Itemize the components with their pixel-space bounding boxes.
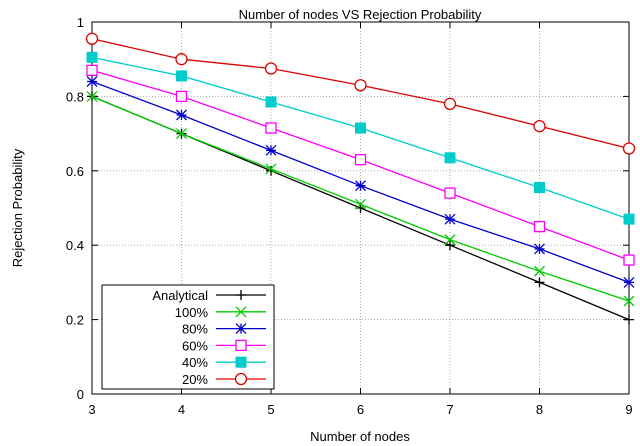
series-60- [86, 64, 635, 266]
legend-marker [235, 339, 247, 352]
series-20- [85, 32, 636, 155]
data-point [86, 51, 98, 63]
legend-label: Analytical [152, 288, 208, 303]
data-point [265, 96, 277, 108]
legend-marker [235, 306, 247, 318]
x-tick-label: 9 [625, 402, 632, 417]
data-point [444, 187, 456, 199]
data-point [623, 213, 635, 225]
data-point [444, 213, 456, 225]
data-point [176, 128, 187, 140]
series-layer [85, 32, 636, 325]
y-tick-label: 0.4 [66, 238, 84, 253]
series-80- [86, 76, 635, 288]
legend-label: 20% [182, 372, 208, 387]
data-point [175, 90, 188, 103]
data-point [533, 220, 546, 233]
x-tick-label: 4 [178, 402, 185, 417]
chart-title: Number of nodes VS Rejection Probability [239, 7, 482, 22]
data-point [265, 122, 277, 134]
data-point [355, 198, 366, 210]
data-point [534, 182, 545, 194]
data-point [623, 276, 635, 288]
data-point [354, 153, 367, 166]
data-point [533, 120, 546, 133]
data-point [265, 163, 277, 175]
legend-marker [236, 290, 246, 300]
data-point [534, 243, 545, 255]
data-point [175, 53, 188, 66]
x-tick-label: 6 [357, 402, 364, 417]
data-point [624, 314, 634, 325]
data-point [176, 70, 187, 82]
y-tick-label: 0.2 [66, 313, 84, 328]
data-point [623, 295, 635, 307]
y-tick-label: 0.8 [66, 89, 84, 104]
legend-marker [235, 323, 247, 335]
data-point [443, 97, 457, 110]
x-tick-label: 7 [446, 402, 453, 417]
data-point [86, 90, 98, 102]
data-point [265, 144, 277, 156]
y-tick-label: 0 [77, 387, 84, 402]
data-point [444, 152, 456, 164]
legend-box [101, 284, 275, 390]
data-point [354, 79, 367, 92]
data-point [445, 240, 455, 251]
x-axis-label: Number of nodes [310, 429, 410, 444]
x-tick-label: 8 [536, 402, 543, 417]
legend-label: 80% [182, 322, 208, 337]
data-point [623, 254, 635, 266]
y-axis-label: Rejection Probability [10, 148, 25, 267]
x-tick-label: 3 [88, 402, 95, 417]
legend: Analytical 100% 80%60% 40% 20% [101, 284, 275, 390]
data-point [86, 64, 98, 77]
data-point [622, 142, 636, 155]
y-tick-label: 1 [77, 15, 84, 30]
data-point [176, 109, 187, 121]
y-tick-label: 0.6 [66, 164, 84, 179]
data-point [264, 62, 278, 75]
data-point [534, 265, 545, 277]
legend-marker [235, 356, 247, 368]
x-tick-label: 5 [267, 402, 274, 417]
data-point [355, 122, 366, 134]
data-point [85, 32, 99, 45]
axes: 3 4 5 6 7 8 9 0 0.2 0.4 0.6 0.8 1 [66, 15, 633, 417]
legend-label: 60% [182, 338, 208, 353]
data-point [534, 277, 545, 288]
legend-label: 100% [175, 305, 209, 320]
series-100- [86, 90, 635, 307]
series-40- [86, 51, 635, 225]
legend-label: 40% [182, 355, 208, 370]
data-point [86, 76, 98, 87]
data-point [444, 234, 456, 246]
legend-marker [234, 372, 248, 386]
data-point [355, 180, 366, 192]
